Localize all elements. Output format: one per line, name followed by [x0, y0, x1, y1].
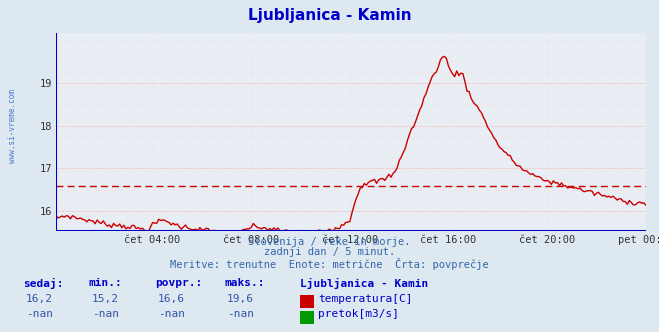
Text: Slovenija / reke in morje.: Slovenija / reke in morje. [248, 237, 411, 247]
Text: temperatura[C]: temperatura[C] [318, 294, 413, 304]
Text: Ljubljanica - Kamin: Ljubljanica - Kamin [248, 8, 411, 23]
Text: min.:: min.: [89, 278, 123, 288]
Text: 16,2: 16,2 [26, 294, 53, 304]
Text: -nan: -nan [227, 309, 254, 319]
Text: maks.:: maks.: [224, 278, 264, 288]
Text: pretok[m3/s]: pretok[m3/s] [318, 309, 399, 319]
Text: povpr.:: povpr.: [155, 278, 202, 288]
Text: sedaj:: sedaj: [23, 278, 63, 289]
Text: -nan: -nan [92, 309, 119, 319]
Text: Ljubljanica - Kamin: Ljubljanica - Kamin [300, 278, 428, 289]
Text: 16,6: 16,6 [158, 294, 185, 304]
Text: 19,6: 19,6 [227, 294, 254, 304]
Text: -nan: -nan [158, 309, 185, 319]
Text: zadnji dan / 5 minut.: zadnji dan / 5 minut. [264, 247, 395, 257]
Text: -nan: -nan [26, 309, 53, 319]
Text: 15,2: 15,2 [92, 294, 119, 304]
Text: Meritve: trenutne  Enote: metrične  Črta: povprečje: Meritve: trenutne Enote: metrične Črta: … [170, 258, 489, 270]
Text: www.si-vreme.com: www.si-vreme.com [8, 89, 17, 163]
